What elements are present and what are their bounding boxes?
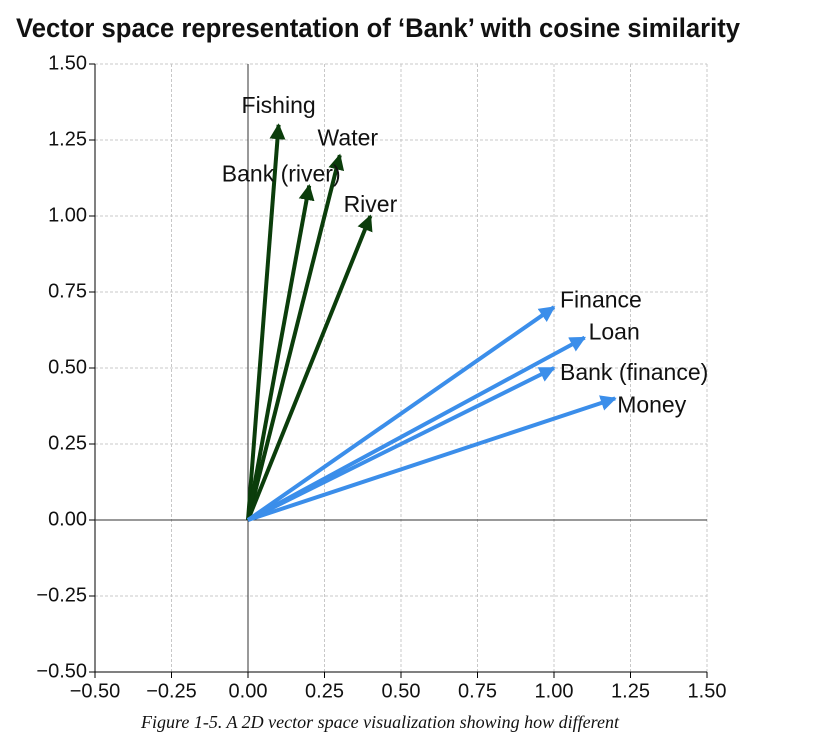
chart-title: Vector space representation of ‘Bank’ wi… <box>16 13 740 43</box>
vector-label: Water <box>318 124 379 150</box>
vector-arrow <box>246 123 286 521</box>
x-tick-label: 1.00 <box>535 680 574 702</box>
vector-label: Finance <box>560 286 642 312</box>
x-tick-label: −0.50 <box>70 680 121 702</box>
y-tick-label: 1.50 <box>48 52 87 74</box>
x-tick-label: 1.50 <box>688 680 727 702</box>
y-tick-label: −0.25 <box>36 584 87 606</box>
y-tick-label: 0.50 <box>48 356 87 378</box>
vector-label: Bank (finance) <box>560 359 708 385</box>
x-tick-label: 0.25 <box>305 680 344 702</box>
y-tick-label: 0.25 <box>48 432 87 454</box>
vector-label: River <box>344 191 398 217</box>
vector-arrow <box>246 305 556 522</box>
vector-arrow <box>247 335 587 522</box>
y-tick-label: 0.75 <box>48 280 87 302</box>
x-tick-label: 1.25 <box>611 680 650 702</box>
vector-label: Money <box>617 391 687 417</box>
vector-arrow <box>247 366 556 522</box>
y-tick-label: 0.00 <box>48 508 87 530</box>
vector-arrow <box>246 214 373 521</box>
vector-label: Bank (river) <box>222 161 341 187</box>
vector-arrow <box>246 184 315 521</box>
caption: Figure 1-5. A 2D vector space visualizat… <box>140 712 620 732</box>
vector-arrow <box>247 395 617 522</box>
y-tick-label: 1.00 <box>48 204 87 226</box>
vector-label: Fishing <box>242 92 316 118</box>
x-tick-label: 0.00 <box>229 680 268 702</box>
vector-arrow <box>246 153 345 521</box>
vector-label: Loan <box>589 319 640 345</box>
y-tick-label: 1.25 <box>48 128 87 150</box>
x-tick-label: 0.50 <box>382 680 421 702</box>
y-tick-label: −0.50 <box>36 660 87 682</box>
x-tick-label: 0.75 <box>458 680 497 702</box>
x-tick-label: −0.25 <box>146 680 197 702</box>
